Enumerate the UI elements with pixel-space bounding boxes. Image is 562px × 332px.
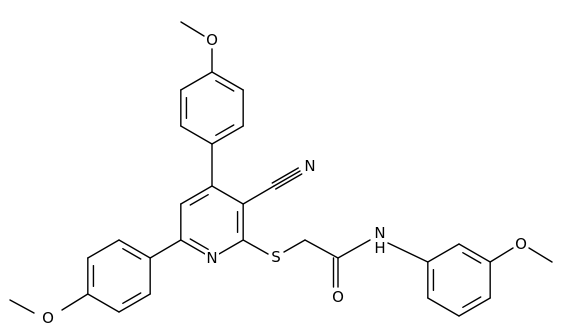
bond	[180, 125, 213, 145]
bond	[189, 238, 209, 251]
bond	[528, 247, 553, 263]
atom-label: N	[304, 157, 315, 175]
label-bg	[331, 289, 345, 305]
atom-label: O	[332, 288, 344, 306]
label-bg	[373, 240, 387, 256]
label-bg	[205, 250, 219, 266]
bond	[489, 247, 514, 263]
atom-label: S	[271, 248, 281, 266]
bond	[87, 239, 120, 259]
bond	[211, 71, 244, 91]
bond	[215, 79, 235, 92]
bond	[427, 297, 460, 317]
bond	[458, 243, 491, 263]
bond	[122, 247, 142, 260]
atom-label: O	[206, 31, 218, 49]
bond	[458, 297, 491, 317]
bond	[304, 239, 339, 259]
bond	[118, 293, 151, 313]
atom-label: N	[206, 249, 217, 267]
bond	[215, 124, 235, 137]
bond	[271, 167, 299, 184]
bond	[283, 239, 306, 253]
bond	[189, 193, 209, 206]
label-bg	[41, 310, 55, 326]
bond	[180, 185, 213, 205]
bond	[9, 299, 35, 314]
bond	[211, 125, 244, 145]
bond	[242, 239, 269, 255]
bond	[242, 185, 275, 205]
bond	[118, 239, 151, 259]
atom-label: O	[515, 235, 527, 253]
label-bg	[269, 249, 283, 265]
bond	[61, 293, 89, 311]
bond	[462, 251, 482, 264]
atom-label: N	[374, 224, 385, 242]
label-bg	[205, 32, 219, 48]
bond	[180, 71, 213, 91]
bond	[149, 239, 182, 259]
atom-label: O	[42, 309, 54, 327]
bond	[387, 242, 429, 263]
label-bg	[303, 158, 317, 174]
bond	[87, 293, 120, 313]
bond	[275, 173, 303, 190]
bond	[462, 296, 482, 309]
label-bg	[373, 225, 387, 241]
bond	[122, 292, 142, 305]
bond	[180, 21, 205, 37]
bond	[427, 243, 460, 263]
bond	[211, 185, 244, 205]
label-bg	[514, 236, 528, 252]
atom-label: H	[374, 239, 385, 257]
bond	[337, 239, 371, 259]
bond	[273, 170, 301, 187]
